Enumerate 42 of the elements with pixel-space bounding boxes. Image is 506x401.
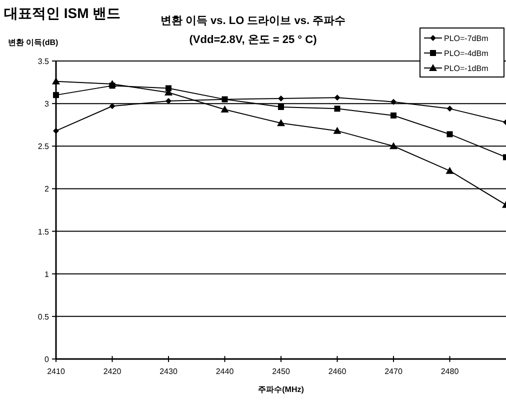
point — [52, 77, 60, 84]
y-tick-label: 3.5 — [38, 57, 50, 66]
y-axis-title: 변환 이득(dB) — [8, 38, 59, 47]
legend-label: PLO=-7dBm — [444, 34, 489, 43]
point — [278, 104, 284, 110]
y-tick-label: 2 — [44, 184, 50, 194]
chart-title: 변환 이득 vs. LO 드라이브 vs. 주파수 — [160, 15, 346, 27]
point — [109, 103, 116, 110]
point — [446, 131, 453, 138]
y-tick-label: 2.5 — [38, 142, 50, 152]
point — [446, 106, 453, 112]
x-tick-label: 2480 — [440, 367, 460, 376]
legend-label: PLO=-1dBm — [444, 64, 489, 73]
x-axis-title: 주파수(MHz) — [258, 385, 304, 394]
x-tick-label: 2420 — [103, 367, 122, 376]
x-tick-label: 2460 — [328, 367, 347, 376]
point — [390, 112, 396, 118]
text: 대표적인 ISM 밴드 — [4, 5, 121, 21]
point — [390, 98, 396, 105]
point — [446, 166, 454, 174]
point — [277, 119, 285, 126]
x-tick-label: 2410 — [47, 367, 66, 376]
point — [278, 95, 284, 102]
y-tick-label: 0 — [44, 355, 50, 364]
y-tick-label: 0.5 — [38, 312, 50, 322]
x-tick-label: 2430 — [160, 367, 178, 376]
point — [220, 106, 229, 113]
point — [333, 126, 342, 134]
chart-subtitle: (Vdd=2.8V, 온도 = 25 ° C) — [189, 34, 318, 46]
point — [390, 142, 398, 150]
point — [53, 92, 59, 98]
point — [334, 106, 340, 112]
point — [334, 94, 340, 101]
legend-label: PLO=-4dBm — [444, 49, 489, 58]
x-tick-label: 2440 — [216, 367, 234, 376]
point — [109, 82, 116, 89]
x-tick-label: 2470 — [384, 367, 403, 376]
y-tick-label: 1.5 — [38, 227, 50, 236]
point — [166, 85, 172, 92]
x-tick-label: 2450 — [272, 367, 290, 376]
y-tick-label: 1 — [44, 270, 50, 279]
y-tick-label: 3 — [44, 100, 50, 109]
